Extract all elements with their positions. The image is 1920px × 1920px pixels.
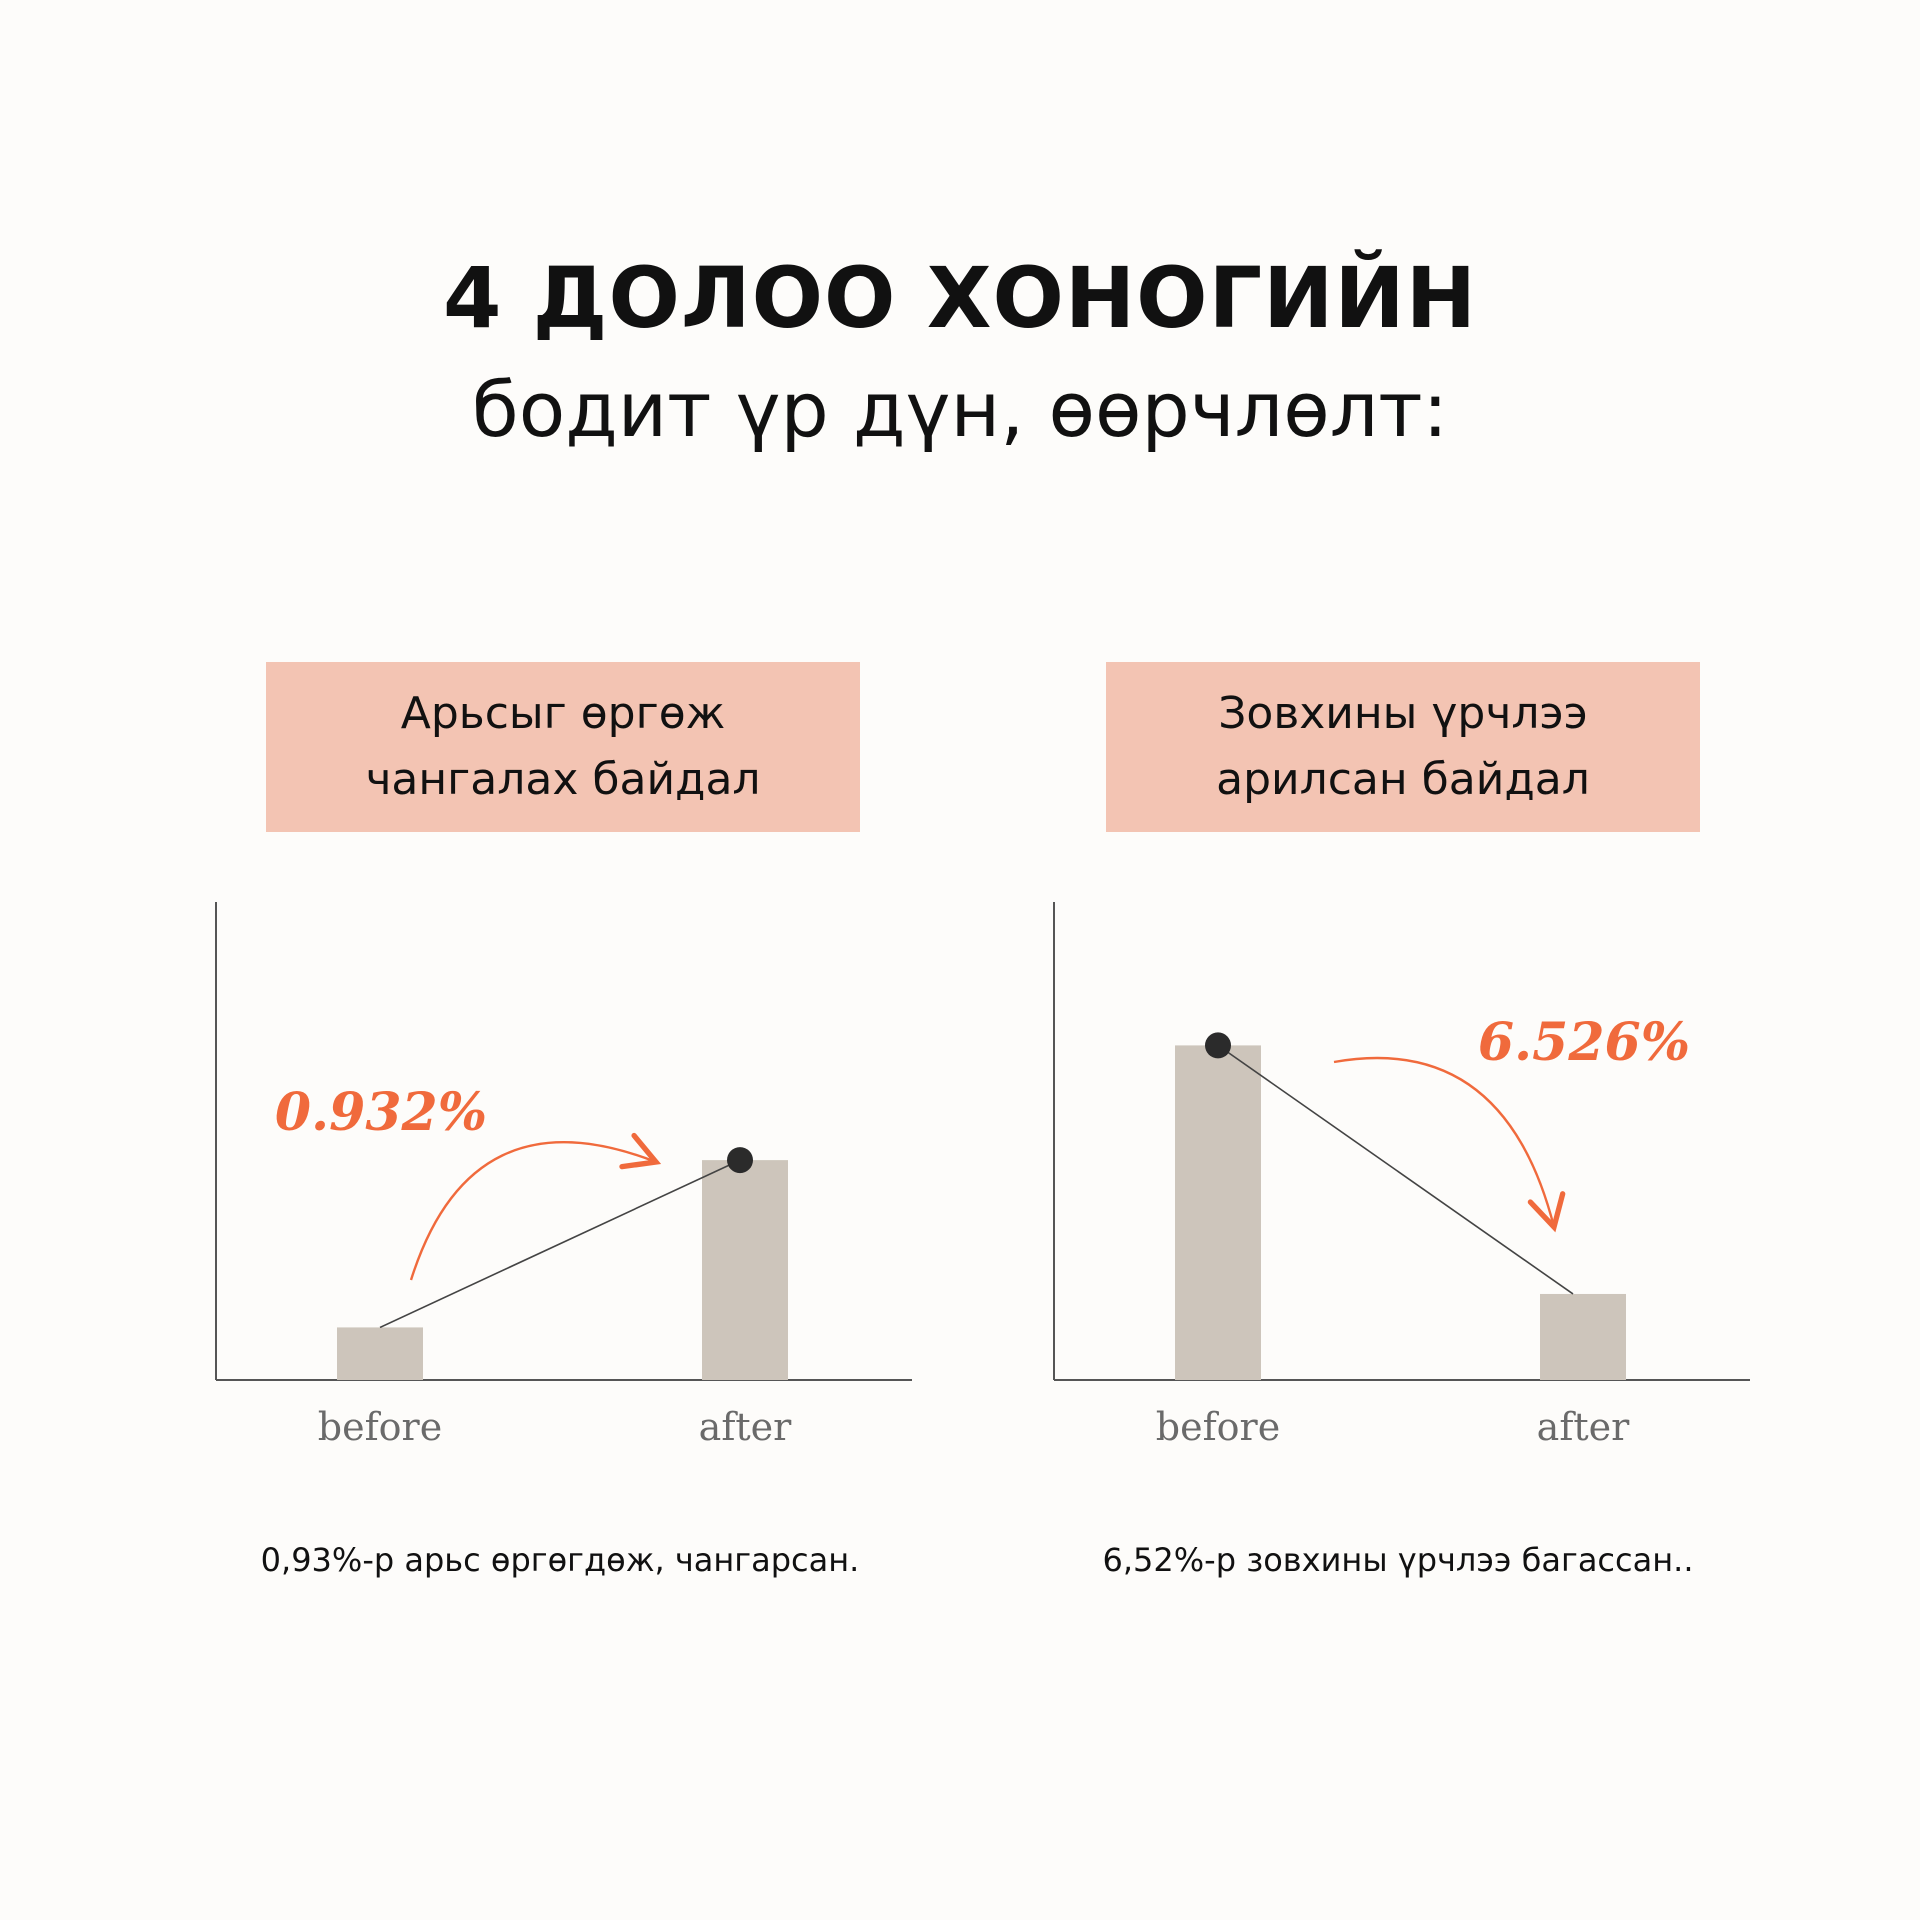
trend-arrow <box>409 1132 662 1281</box>
chart-eyelid-wrinkle: before after 6.526% <box>1038 890 1758 1460</box>
change-label: 6.526% <box>1478 1012 1690 1073</box>
page-title: 4 ДОЛОО ХОНОГИЙН <box>442 249 1478 347</box>
page-subtitle: бодит үр дүн, өөрчлөлт: <box>471 365 1449 454</box>
bar-before <box>337 1327 423 1380</box>
bar-after <box>702 1160 788 1380</box>
chart-eyelid-wrinkle-svg: before after 6.526% <box>1053 902 1750 1449</box>
bar-after <box>1540 1293 1626 1380</box>
tick-label-after: after <box>699 1405 792 1449</box>
panel-2-badge: Зовхины үрчлээ арилсан байдал <box>1106 662 1700 832</box>
chart-skin-lift: before after 0.932% <box>200 890 920 1460</box>
data-point-after <box>727 1147 753 1174</box>
tick-label-after: after <box>1537 1405 1630 1449</box>
panel-2-badge-line2: арилсан байдал <box>1216 754 1590 805</box>
trend-line <box>379 1159 741 1329</box>
trend-arrow <box>1333 1056 1566 1233</box>
tick-label-before: before <box>318 1405 442 1449</box>
panel-1-badge: Арьсыг өргөж чангалах байдал <box>266 662 860 832</box>
panel-1-caption: 0,93%-р арьс өргөгдөж, чангарсан. <box>260 1541 860 1579</box>
trend-line <box>1217 1044 1574 1295</box>
panel-2-caption: 6,52%-р зовхины үрчлээ багассан.. <box>1102 1541 1694 1579</box>
bar-before <box>1175 1045 1261 1380</box>
panel-1-badge-line1: Арьсыг өргөж <box>400 688 726 739</box>
panel-1-badge-line2: чангалах байдал <box>365 754 761 805</box>
tick-label-before: before <box>1156 1405 1280 1449</box>
data-point-before <box>1205 1032 1231 1059</box>
panel-2-badge-line1: Зовхины үрчлээ <box>1218 688 1588 739</box>
chart-skin-lift-svg: before after 0.932% <box>215 902 912 1449</box>
change-label: 0.932% <box>275 1082 487 1143</box>
